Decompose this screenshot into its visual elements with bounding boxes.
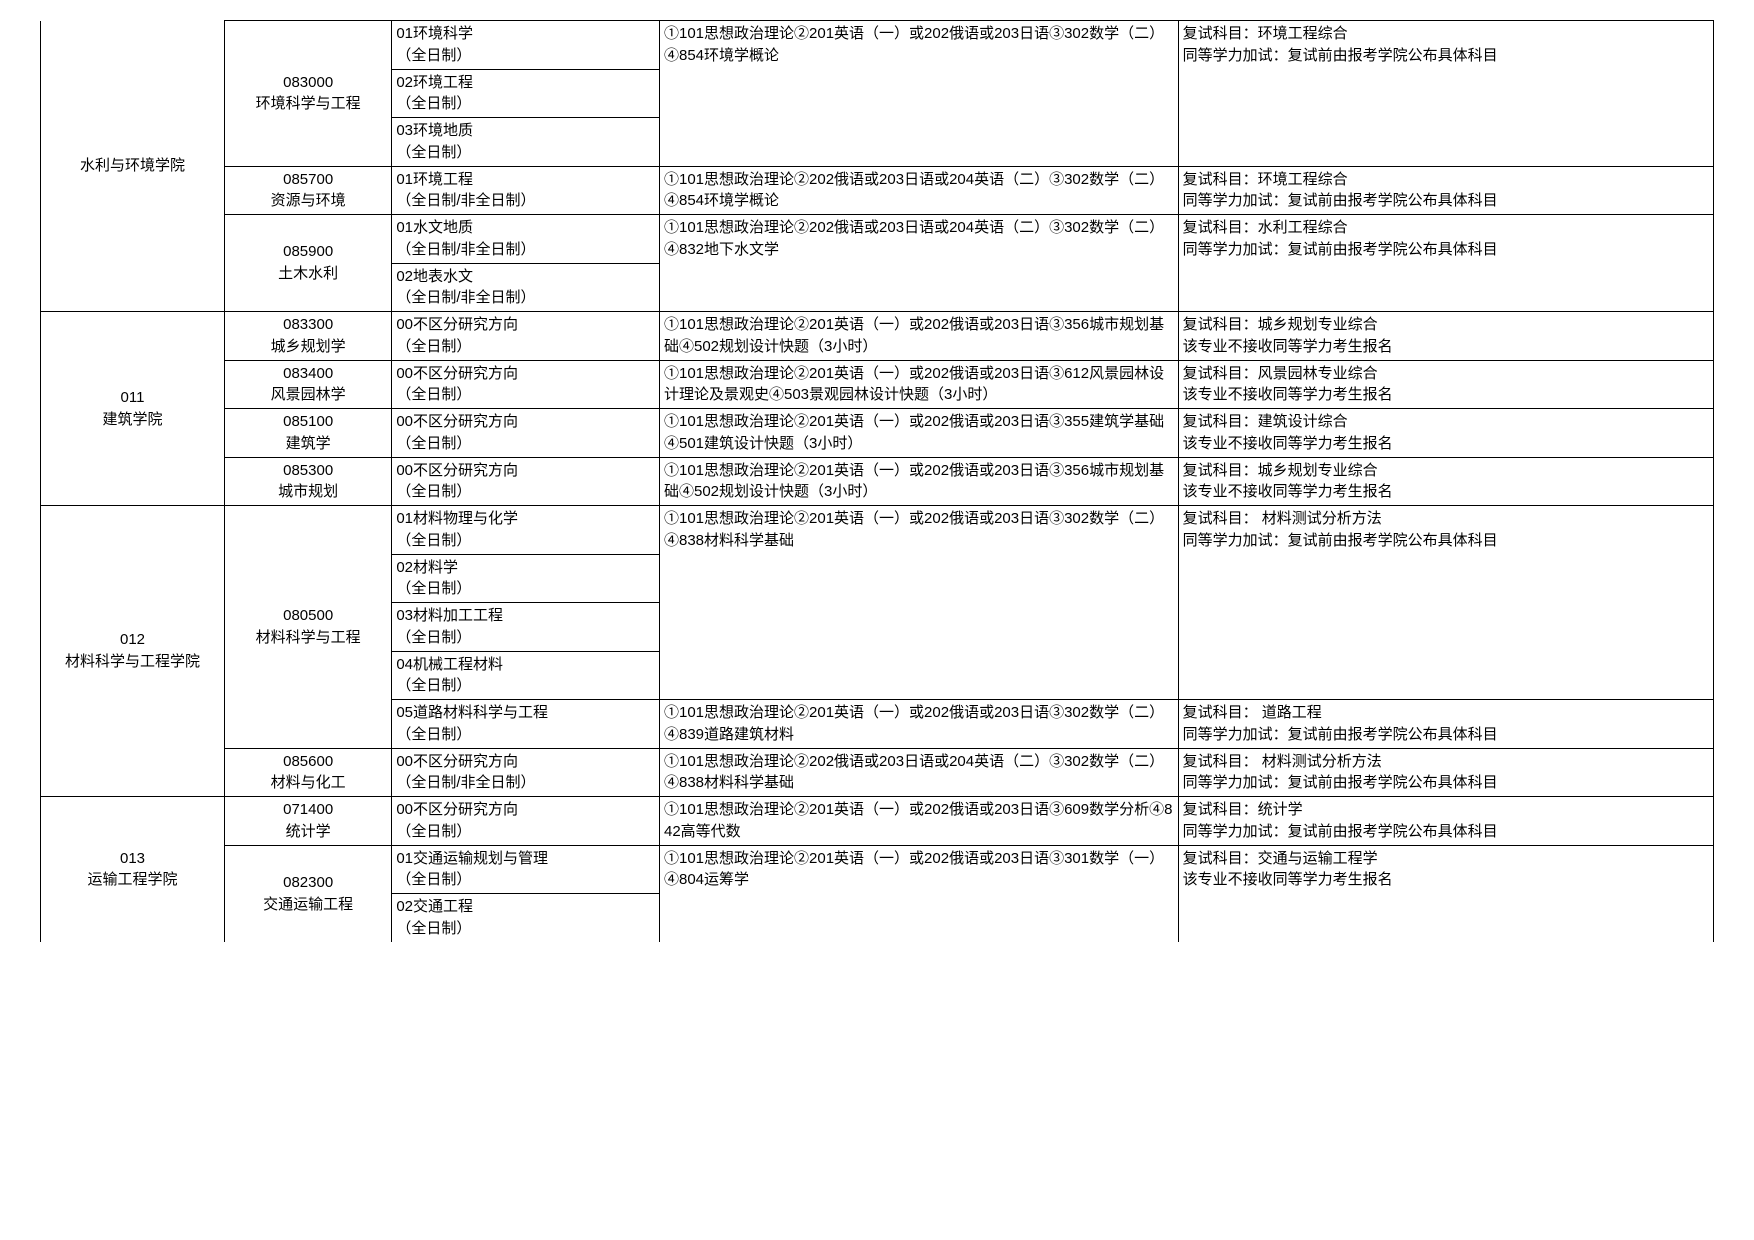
exam-cell: ①101思想政治理论②201英语（一）或202俄语或203日语③612风景园林设… [659, 360, 1178, 409]
major-cell: 085700资源与环境 [225, 166, 392, 215]
direction-cell: 00不区分研究方向（全日制） [392, 360, 660, 409]
direction-cell: 02环境工程（全日制） [392, 69, 660, 118]
direction-cell: 03环境地质（全日制） [392, 118, 660, 167]
exam-cell: ①101思想政治理论②201英语（一）或202俄语或203日语③302数学（二）… [659, 700, 1178, 749]
exam-cell: ①101思想政治理论②201英语（一）或202俄语或203日语③302数学（二）… [659, 21, 1178, 167]
note-cell: 复试科目： 道路工程同等学力加试：复试前由报考学院公布具体科目 [1178, 700, 1713, 749]
catalog-table: 水利与环境学院083000环境科学与工程01环境科学（全日制）①101思想政治理… [40, 20, 1714, 942]
note-cell: 复试科目： 材料测试分析方法同等学力加试：复试前由报考学院公布具体科目 [1178, 748, 1713, 797]
school-cell: 013运输工程学院 [41, 797, 225, 942]
direction-cell: 00不区分研究方向（全日制） [392, 797, 660, 846]
exam-cell: ①101思想政治理论②201英语（一）或202俄语或203日语③302数学（二）… [659, 506, 1178, 700]
note-cell: 复试科目：城乡规划专业综合该专业不接收同等学力考生报名 [1178, 457, 1713, 506]
note-cell: 复试科目：环境工程综合同等学力加试：复试前由报考学院公布具体科目 [1178, 166, 1713, 215]
direction-cell: 01水文地质（全日制/非全日制） [392, 215, 660, 264]
direction-cell: 05道路材料科学与工程（全日制） [392, 700, 660, 749]
exam-cell: ①101思想政治理论②201英语（一）或202俄语或203日语③609数学分析④… [659, 797, 1178, 846]
exam-cell: ①101思想政治理论②201英语（一）或202俄语或203日语③301数学（一）… [659, 845, 1178, 942]
note-cell: 复试科目：交通与运输工程学该专业不接收同等学力考生报名 [1178, 845, 1713, 942]
exam-cell: ①101思想政治理论②201英语（一）或202俄语或203日语③355建筑学基础… [659, 409, 1178, 458]
major-cell: 083300城乡规划学 [225, 312, 392, 361]
exam-cell: ①101思想政治理论②202俄语或203日语或204英语（二）③302数学（二）… [659, 748, 1178, 797]
direction-cell: 02地表水文（全日制/非全日制） [392, 263, 660, 312]
note-cell: 复试科目：风景园林专业综合该专业不接收同等学力考生报名 [1178, 360, 1713, 409]
note-cell: 复试科目：统计学同等学力加试：复试前由报考学院公布具体科目 [1178, 797, 1713, 846]
note-cell: 复试科目：水利工程综合同等学力加试：复试前由报考学院公布具体科目 [1178, 215, 1713, 312]
exam-cell: ①101思想政治理论②202俄语或203日语或204英语（二）③302数学（二）… [659, 215, 1178, 312]
direction-cell: 01材料物理与化学（全日制） [392, 506, 660, 555]
direction-cell: 03材料加工工程（全日制） [392, 603, 660, 652]
note-cell: 复试科目：城乡规划专业综合该专业不接收同等学力考生报名 [1178, 312, 1713, 361]
major-cell: 083400风景园林学 [225, 360, 392, 409]
school-cell: 011建筑学院 [41, 312, 225, 506]
exam-cell: ①101思想政治理论②201英语（一）或202俄语或203日语③356城市规划基… [659, 457, 1178, 506]
exam-cell: ①101思想政治理论②202俄语或203日语或204英语（二）③302数学（二）… [659, 166, 1178, 215]
school-cell: 水利与环境学院 [41, 21, 225, 312]
direction-cell: 02材料学（全日制） [392, 554, 660, 603]
school-cell: 012材料科学与工程学院 [41, 506, 225, 797]
direction-cell: 02交通工程（全日制） [392, 894, 660, 942]
direction-cell: 00不区分研究方向（全日制/非全日制） [392, 748, 660, 797]
major-cell: 085100建筑学 [225, 409, 392, 458]
note-cell: 复试科目：建筑设计综合该专业不接收同等学力考生报名 [1178, 409, 1713, 458]
major-cell: 085600材料与化工 [225, 748, 392, 797]
direction-cell: 00不区分研究方向（全日制） [392, 457, 660, 506]
major-cell: 085300城市规划 [225, 457, 392, 506]
major-cell: 080500材料科学与工程 [225, 506, 392, 749]
direction-cell: 00不区分研究方向（全日制） [392, 312, 660, 361]
direction-cell: 01环境科学（全日制） [392, 21, 660, 70]
direction-cell: 01环境工程（全日制/非全日制） [392, 166, 660, 215]
direction-cell: 01交通运输规划与管理（全日制） [392, 845, 660, 894]
exam-cell: ①101思想政治理论②201英语（一）或202俄语或203日语③356城市规划基… [659, 312, 1178, 361]
major-cell: 082300交通运输工程 [225, 845, 392, 942]
direction-cell: 00不区分研究方向（全日制） [392, 409, 660, 458]
major-cell: 071400统计学 [225, 797, 392, 846]
major-cell: 083000环境科学与工程 [225, 21, 392, 167]
note-cell: 复试科目：环境工程综合同等学力加试：复试前由报考学院公布具体科目 [1178, 21, 1713, 167]
major-cell: 085900土木水利 [225, 215, 392, 312]
direction-cell: 04机械工程材料（全日制） [392, 651, 660, 700]
note-cell: 复试科目： 材料测试分析方法同等学力加试：复试前由报考学院公布具体科目 [1178, 506, 1713, 700]
